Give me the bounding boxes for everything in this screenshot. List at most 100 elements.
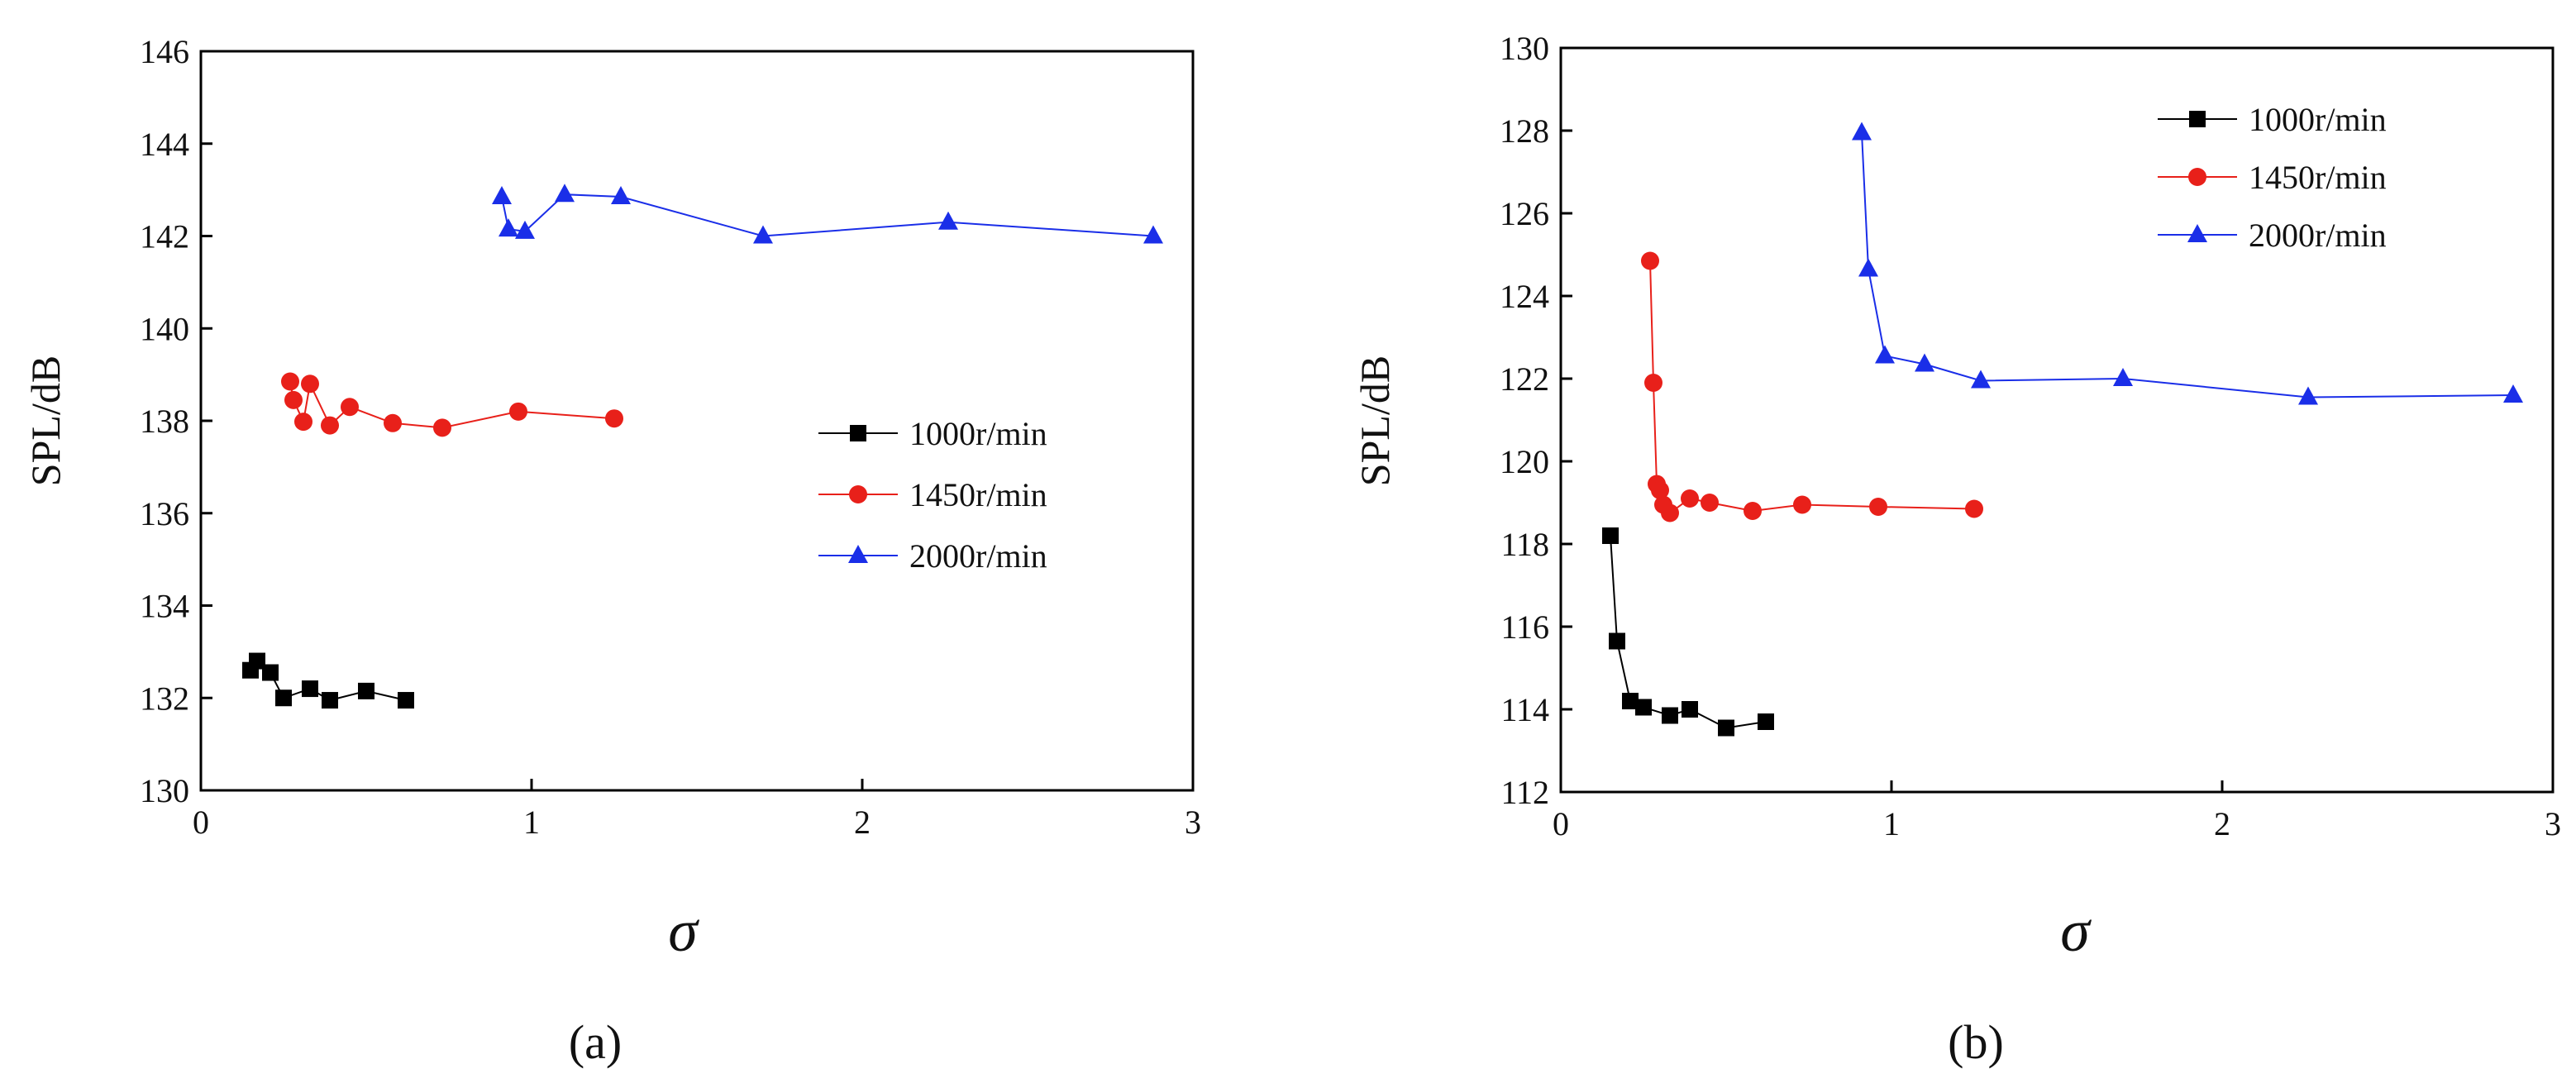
x-tick-label: 3 xyxy=(2545,805,2561,842)
data-point xyxy=(284,390,303,409)
y-tick-label: 116 xyxy=(1500,608,1549,646)
legend-entry: 2000r/min xyxy=(818,537,1047,575)
plot-frame xyxy=(1559,46,2555,794)
legend-marker xyxy=(2188,168,2206,186)
legend-label: 1000r/min xyxy=(909,415,1047,452)
data-point xyxy=(1622,693,1639,709)
data-point xyxy=(2298,386,2318,405)
data-point xyxy=(1609,632,1625,650)
x-axis-title: σ xyxy=(2060,898,2092,964)
panel-label: (b) xyxy=(1948,1015,2004,1069)
data-point xyxy=(515,220,535,239)
y-tick-label: 130 xyxy=(140,772,189,809)
data-point xyxy=(1965,499,1983,518)
data-point xyxy=(1718,719,1734,737)
y-tick-label: 124 xyxy=(1500,278,1549,315)
data-point xyxy=(322,692,338,709)
data-point xyxy=(2113,368,2133,386)
data-point xyxy=(341,398,359,417)
data-point xyxy=(301,375,319,394)
x-axis-title: σ xyxy=(668,898,699,964)
data-point xyxy=(1661,503,1679,522)
data-point xyxy=(1915,353,1934,372)
legend-marker-shape xyxy=(850,425,866,441)
data-point xyxy=(753,225,773,244)
y-tick-label: 130 xyxy=(1500,30,1549,67)
data-point xyxy=(1701,494,1719,512)
y-axis-title: SPL/dB xyxy=(22,355,69,486)
axis-ticks: 0 1 2 3 112 114 116 118 120 122 124 126 128 130 xyxy=(1500,30,2561,842)
data-point xyxy=(1662,707,1678,724)
legend-marker-shape xyxy=(848,545,868,563)
data-point xyxy=(262,664,279,681)
data-point xyxy=(1682,701,1698,718)
data-point xyxy=(499,218,518,237)
legend-entry: 1450r/min xyxy=(818,476,1047,513)
y-tick-label: 128 xyxy=(1500,112,1549,150)
legend-marker-shape xyxy=(2189,111,2206,127)
data-point xyxy=(281,372,299,391)
x-tick-label: 1 xyxy=(1883,805,1900,842)
y-tick-label: 112 xyxy=(1500,774,1549,811)
data-point xyxy=(1635,699,1652,716)
data-point xyxy=(302,680,318,698)
y-tick-label: 120 xyxy=(1500,443,1549,480)
data-point xyxy=(398,692,414,709)
legend-entry: 1000r/min xyxy=(2158,101,2387,138)
x-tick-label: 2 xyxy=(2214,805,2230,842)
y-tick-label: 136 xyxy=(140,495,189,532)
data-point xyxy=(1758,713,1774,730)
data-point xyxy=(433,418,451,437)
data-point xyxy=(1651,481,1669,499)
data-point xyxy=(294,413,312,432)
data-point xyxy=(938,211,958,230)
y-tick-label: 146 xyxy=(140,33,189,70)
y-tick-label: 144 xyxy=(140,126,189,163)
y-tick-label: 140 xyxy=(140,310,189,347)
legend-marker-shape xyxy=(2188,168,2206,186)
legend-marker xyxy=(849,485,867,503)
y-tick-label: 118 xyxy=(1500,526,1549,563)
data-point xyxy=(1644,374,1662,392)
data-point xyxy=(1143,225,1163,244)
data-point xyxy=(1852,122,1872,141)
data-point xyxy=(1681,489,1699,508)
legend: 1000r/min 1450r/min 2000r/min xyxy=(818,415,1047,575)
y-tick-label: 134 xyxy=(140,588,189,625)
legend-marker xyxy=(2187,224,2207,242)
data-point xyxy=(555,184,575,203)
y-tick-label: 142 xyxy=(140,218,189,255)
legend-label: 1450r/min xyxy=(2249,159,2387,196)
data-point xyxy=(1869,498,1887,516)
data-point xyxy=(509,402,527,421)
data-point xyxy=(492,186,512,205)
x-tick-label: 3 xyxy=(1185,804,1201,841)
data-point xyxy=(1641,251,1659,270)
legend-label: 2000r/min xyxy=(2249,217,2387,254)
x-tick-label: 2 xyxy=(854,804,871,841)
data-point xyxy=(358,682,374,699)
axis-ticks: 0 1 2 3 130 132 134 136 138 140 142 144 146 xyxy=(140,33,1201,841)
legend-marker xyxy=(850,425,866,441)
data-point xyxy=(1602,527,1619,544)
legend-marker-shape xyxy=(2187,224,2207,242)
x-tick-label: 1 xyxy=(523,804,540,841)
y-tick-label: 122 xyxy=(1500,360,1549,398)
y-axis-title: SPL/dB xyxy=(1352,355,1398,486)
data-point xyxy=(384,413,402,432)
legend-entry: 1000r/min xyxy=(818,415,1047,452)
data-point xyxy=(275,689,292,707)
legend: 1000r/min 1450r/min 2000r/min xyxy=(2158,101,2387,254)
y-tick-label: 126 xyxy=(1500,195,1549,232)
series-line xyxy=(1861,132,2514,398)
data-point xyxy=(1793,495,1811,514)
x-tick-label: 0 xyxy=(193,804,209,841)
series-layer xyxy=(242,184,1163,709)
y-tick-label: 138 xyxy=(140,403,189,440)
data-point xyxy=(249,652,265,670)
data-point xyxy=(1875,345,1895,364)
panel-label: (a) xyxy=(569,1015,622,1069)
legend-entry: 2000r/min xyxy=(2158,217,2387,254)
